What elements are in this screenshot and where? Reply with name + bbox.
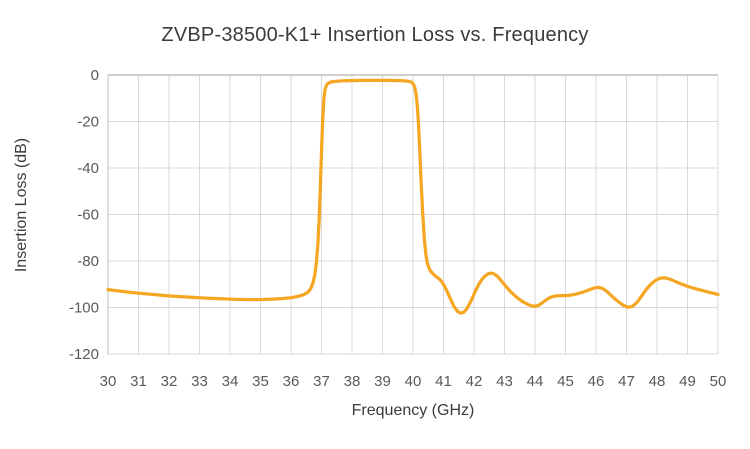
y-tick-label: -60 bbox=[77, 207, 99, 224]
x-tick-label: 31 bbox=[130, 373, 147, 390]
axis-lines bbox=[107, 74, 718, 354]
x-tick-label: 46 bbox=[588, 373, 605, 390]
x-tick-label: 35 bbox=[252, 373, 269, 390]
y-tick-label: -40 bbox=[77, 160, 99, 177]
x-tick-label: 44 bbox=[527, 373, 544, 390]
x-tick-label: 41 bbox=[435, 373, 452, 390]
y-tick-label: -20 bbox=[77, 114, 99, 131]
x-tick-label: 42 bbox=[466, 373, 483, 390]
y-tick-label: -80 bbox=[77, 253, 99, 270]
x-tick-label: 40 bbox=[405, 373, 422, 390]
x-tick-label: 49 bbox=[679, 373, 696, 390]
y-tick-label: -100 bbox=[69, 300, 99, 317]
x-tick-label: 47 bbox=[618, 373, 635, 390]
x-tick-label: 38 bbox=[344, 373, 361, 390]
chart-title: ZVBP-38500-K1+ Insertion Loss vs. Freque… bbox=[161, 24, 589, 46]
x-axis-title: Frequency (GHz) bbox=[351, 402, 475, 419]
x-tick-label: 34 bbox=[222, 373, 239, 390]
x-tick-labels: 30 31 32 33 34 35 36 37 38 39 40 41 42 43 44 45 46 47 48 49… bbox=[100, 373, 727, 390]
x-tick-label: 48 bbox=[649, 373, 666, 390]
y-tick-labels: 0 -20 -40 -60 -80 -100 -120 bbox=[69, 67, 99, 363]
x-tick-label: 36 bbox=[283, 373, 300, 390]
x-tick-label: 33 bbox=[191, 373, 208, 390]
y-tick-label: 0 bbox=[91, 67, 99, 84]
x-tick-label: 45 bbox=[557, 373, 574, 390]
x-tick-label: 32 bbox=[161, 373, 178, 390]
x-tick-label: 30 bbox=[100, 373, 117, 390]
y-tick-label: -120 bbox=[69, 346, 99, 363]
insertion-loss-curve bbox=[106, 78, 720, 315]
x-tick-label: 39 bbox=[374, 373, 391, 390]
x-tick-label: 37 bbox=[313, 373, 330, 390]
gridlines bbox=[108, 75, 719, 355]
x-tick-label: 43 bbox=[496, 373, 513, 390]
x-tick-label: 50 bbox=[710, 373, 727, 390]
